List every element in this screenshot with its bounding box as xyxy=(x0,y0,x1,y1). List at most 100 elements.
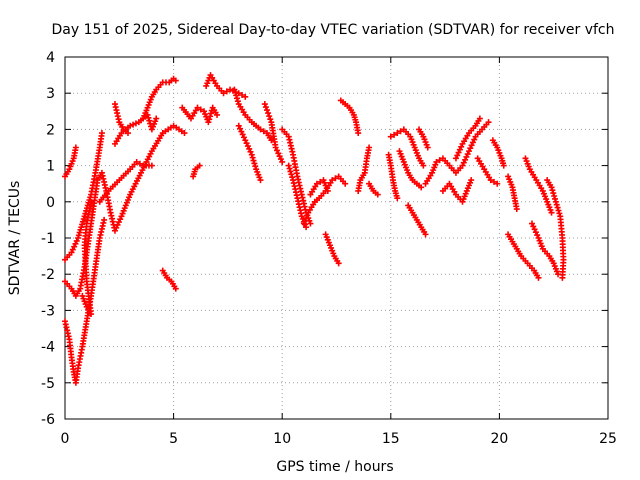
data-point xyxy=(267,116,274,123)
data-point xyxy=(234,95,241,102)
series-arc-08 xyxy=(111,101,131,137)
x-tick-label: 20 xyxy=(490,431,508,447)
x-tick-label: 15 xyxy=(382,431,400,447)
data-point xyxy=(260,128,267,135)
series-arc-21 xyxy=(322,231,342,267)
series-arc-01 xyxy=(62,144,79,180)
series-arc-27 xyxy=(396,148,425,191)
data-point xyxy=(231,86,238,93)
data-point xyxy=(220,90,227,97)
series-arc-14 xyxy=(231,86,275,144)
data-point xyxy=(98,130,105,137)
data-point xyxy=(418,184,425,191)
data-point xyxy=(317,178,324,185)
data-point xyxy=(286,165,293,172)
data-point xyxy=(153,115,160,122)
data-point xyxy=(233,92,240,99)
data-point xyxy=(223,88,230,95)
data-point xyxy=(214,111,221,118)
data-point xyxy=(239,92,246,99)
data-point xyxy=(342,180,349,187)
series-arc-18 xyxy=(285,162,310,231)
data-point xyxy=(232,89,239,96)
data-point xyxy=(88,198,95,205)
x-tick-label: 5 xyxy=(169,431,178,447)
data-point xyxy=(196,162,203,169)
data-point xyxy=(194,104,201,111)
series-arc-36 xyxy=(505,231,542,281)
data-point xyxy=(556,210,563,217)
series-arc-33 xyxy=(474,155,501,187)
data-point xyxy=(257,126,264,133)
data-point xyxy=(548,209,555,216)
data-points xyxy=(62,72,567,386)
data-point xyxy=(436,157,443,164)
data-point xyxy=(394,130,401,137)
data-point xyxy=(250,157,257,164)
data-point xyxy=(424,144,431,151)
y-tick-label: 3 xyxy=(46,86,55,102)
data-point xyxy=(552,195,559,202)
data-point xyxy=(124,130,131,137)
data-point xyxy=(242,93,249,100)
data-point xyxy=(181,130,188,137)
y-tick-label: 4 xyxy=(46,50,55,66)
data-point xyxy=(265,110,272,117)
data-point xyxy=(394,195,401,202)
data-point xyxy=(257,177,264,184)
series-arc-09 xyxy=(140,75,179,122)
y-tick-label: -1 xyxy=(41,231,55,247)
series-arc-35 xyxy=(505,173,520,213)
y-tick-label: -4 xyxy=(41,340,55,356)
data-point xyxy=(197,106,204,113)
data-point xyxy=(324,187,331,194)
data-point xyxy=(551,193,558,200)
data-point xyxy=(535,274,542,281)
y-axis-label: SDTVAR / TECUs xyxy=(7,181,23,296)
data-point xyxy=(145,114,152,121)
data-point xyxy=(420,162,427,169)
x-tick-label: 0 xyxy=(61,431,70,447)
data-point xyxy=(288,171,295,178)
data-point xyxy=(263,107,270,114)
data-point xyxy=(289,174,296,181)
data-point xyxy=(172,77,179,84)
data-point xyxy=(366,144,373,151)
series-arc-07 xyxy=(111,111,160,147)
y-tick-label: -3 xyxy=(41,303,55,319)
y-tick-label: -5 xyxy=(41,376,55,392)
series-arc-20 xyxy=(307,177,331,198)
data-point xyxy=(234,98,241,105)
series-arc-11 xyxy=(179,104,221,126)
data-point xyxy=(476,115,483,122)
data-point xyxy=(136,160,143,167)
data-point xyxy=(397,128,404,135)
data-point xyxy=(329,177,336,184)
data-point xyxy=(500,162,507,169)
data-point xyxy=(550,190,557,197)
y-tick-label: -6 xyxy=(41,412,55,428)
data-point xyxy=(487,177,494,184)
series-arc-19 xyxy=(300,173,349,227)
data-point xyxy=(101,216,108,223)
series-arc-12 xyxy=(190,162,203,180)
series-arc-32 xyxy=(452,115,483,162)
data-point xyxy=(552,198,559,205)
data-point xyxy=(206,116,213,123)
series-arc-24 xyxy=(366,180,381,198)
series-arc-05 xyxy=(79,198,95,318)
axis-ticks: 0 5 10 15 20 25 -6 -5 -4 -3 -2 -1 0 1 2 3 4 xyxy=(41,50,617,447)
data-point xyxy=(549,187,556,194)
data-point xyxy=(262,104,269,111)
series-arc-28 xyxy=(405,202,429,238)
chart-title: Day 151 of 2025, Sidereal Day-to-day VTE… xyxy=(51,22,614,38)
y-tick-label: 2 xyxy=(46,122,55,138)
grid-lines xyxy=(65,57,608,419)
data-point xyxy=(148,162,155,169)
data-point xyxy=(391,131,398,138)
data-point xyxy=(332,175,339,182)
data-point xyxy=(433,158,440,165)
y-tick-label: -2 xyxy=(41,267,55,283)
x-tick-label: 25 xyxy=(599,431,617,447)
